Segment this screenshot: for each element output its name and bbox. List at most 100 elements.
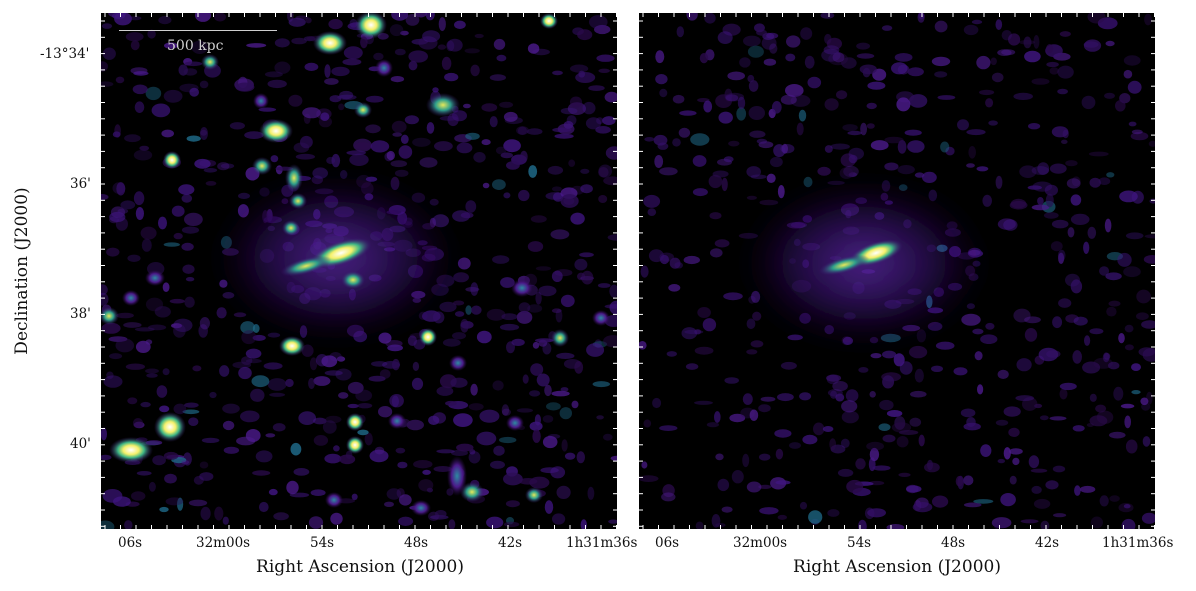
noise-speck	[542, 435, 558, 449]
noise-speck	[758, 484, 772, 489]
noise-speck	[324, 370, 343, 376]
noise-speck	[1050, 241, 1063, 252]
noise-speck	[777, 393, 794, 402]
noise-speck	[963, 24, 979, 36]
noise-speck	[131, 491, 146, 501]
noise-speck	[395, 447, 406, 454]
noise-speck	[1109, 431, 1126, 439]
noise-speck	[686, 13, 698, 21]
noise-speck	[532, 341, 540, 349]
noise-speck	[560, 387, 569, 392]
noise-speck	[109, 211, 126, 223]
noise-speck	[736, 107, 747, 121]
noise-speck	[598, 167, 609, 178]
noise-speck	[518, 302, 531, 313]
noise-speck	[808, 510, 823, 524]
noise-speck	[542, 415, 554, 423]
noise-speck	[205, 181, 217, 186]
noise-speck	[1136, 289, 1151, 304]
noise-speck	[824, 145, 833, 153]
noise-speck	[674, 262, 683, 269]
noise-speck	[241, 356, 253, 365]
noise-speck	[422, 469, 431, 475]
noise-speck	[845, 389, 859, 402]
noise-speck	[1108, 361, 1120, 370]
noise-speck	[450, 377, 468, 388]
noise-speck	[1109, 495, 1120, 502]
noise-speck	[270, 155, 279, 163]
noise-speck	[832, 381, 848, 392]
noise-speck	[822, 426, 834, 432]
noise-speck	[1045, 480, 1059, 490]
noise-speck	[574, 258, 588, 271]
noise-speck	[684, 329, 704, 335]
noise-speck	[438, 17, 446, 32]
noise-speck	[544, 384, 552, 397]
noise-speck	[192, 365, 202, 372]
noise-speck	[506, 161, 520, 170]
noise-speck	[891, 62, 908, 75]
noise-speck	[574, 361, 584, 374]
noise-speck	[1083, 39, 1102, 52]
noise-speck	[140, 401, 151, 408]
noise-speck	[555, 309, 563, 323]
noise-speck	[412, 361, 420, 371]
noise-speck	[442, 338, 461, 347]
radio-sources-left	[101, 13, 610, 516]
noise-speck	[203, 168, 218, 173]
noise-speck	[729, 413, 746, 423]
noise-speck	[780, 94, 797, 105]
noise-speck	[115, 76, 125, 84]
noise-speck	[162, 368, 170, 376]
noise-speck	[598, 164, 612, 178]
noise-speck	[365, 176, 378, 182]
noise-speck	[265, 433, 276, 438]
noise-speck	[186, 135, 201, 142]
noise-speck	[832, 52, 845, 63]
noise-speck	[404, 115, 419, 125]
noise-speck	[836, 90, 848, 100]
noise-speck	[655, 74, 668, 85]
noise-speck	[1046, 61, 1059, 68]
noise-speck	[232, 361, 252, 369]
noise-speck	[470, 282, 479, 296]
noise-speck	[389, 24, 404, 37]
noise-speck	[963, 502, 982, 508]
noise-speck	[470, 64, 480, 77]
noise-speck	[351, 493, 358, 500]
noise-speck	[609, 284, 617, 298]
noise-speck	[209, 391, 217, 399]
noise-speck	[527, 304, 543, 313]
noise-speck	[532, 429, 541, 443]
noise-speck	[641, 461, 648, 469]
noise-speck	[185, 277, 195, 282]
noise-speck	[1010, 198, 1027, 209]
noise-speck	[493, 38, 506, 50]
noise-speck	[447, 38, 463, 52]
noise-speck	[1072, 425, 1085, 432]
noise-speck	[749, 130, 766, 138]
noise-speck	[335, 368, 352, 381]
noise-speck	[1020, 519, 1039, 524]
noise-speck	[272, 423, 286, 432]
noise-speck	[723, 292, 743, 301]
noise-speck	[146, 373, 158, 378]
noise-speck	[561, 439, 568, 452]
noise-speck	[460, 212, 474, 219]
noise-speck	[134, 101, 145, 113]
noise-speck	[747, 45, 764, 58]
noise-speck	[758, 404, 771, 413]
noise-speck	[412, 137, 431, 147]
noise-speck	[503, 472, 523, 486]
noise-speck	[559, 407, 572, 420]
noise-speck	[934, 71, 948, 78]
noise-speck	[360, 36, 368, 49]
noise-speck	[605, 146, 617, 160]
noise-speck	[1096, 410, 1114, 424]
noise-speck	[931, 365, 943, 372]
noise-speck	[672, 138, 681, 147]
noise-speck	[199, 472, 214, 481]
noise-speck	[486, 308, 506, 321]
noise-speck	[1123, 55, 1141, 66]
noise-speck	[246, 43, 267, 48]
